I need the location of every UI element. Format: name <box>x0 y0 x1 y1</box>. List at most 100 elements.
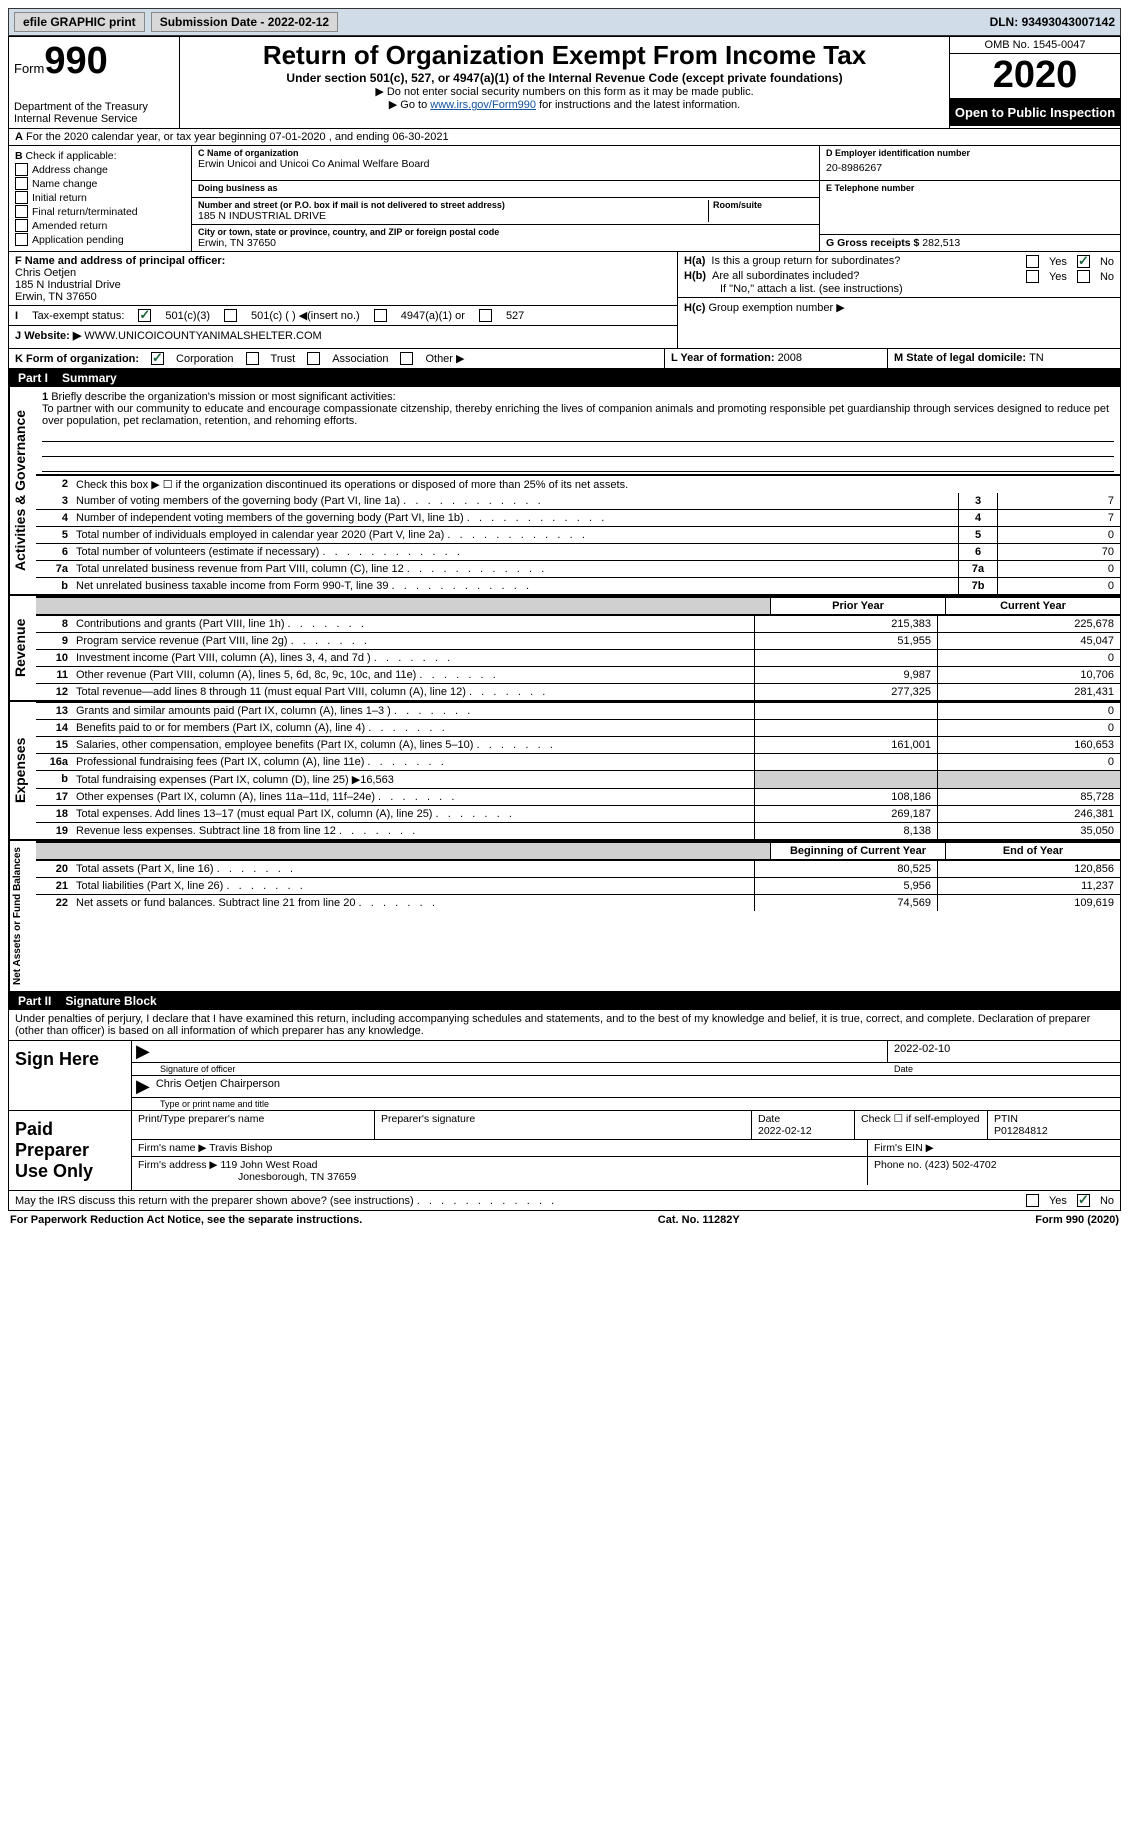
chk-527[interactable] <box>479 309 492 322</box>
section-fhi: F Name and address of principal officer:… <box>8 252 1121 349</box>
chk-ha-no[interactable] <box>1077 255 1090 268</box>
lbl-name-change: Name change <box>32 178 97 190</box>
row-text: Number of independent voting members of … <box>72 510 958 526</box>
ein-value: 20-8986267 <box>826 158 1114 178</box>
chk-address-change[interactable] <box>15 163 28 176</box>
chk-501c3[interactable] <box>138 309 151 322</box>
lbl-yes3: Yes <box>1049 1195 1067 1207</box>
chk-corporation[interactable] <box>151 352 164 365</box>
h-note: If "No," attach a list. (see instruction… <box>684 283 1114 295</box>
fin-row: 15 Salaries, other compensation, employe… <box>36 736 1120 753</box>
typed-label: Type or print name and title <box>132 1098 1120 1110</box>
tel-label: E Telephone number <box>826 183 1114 193</box>
chk-hb-no[interactable] <box>1077 270 1090 283</box>
fin-text: Salaries, other compensation, employee b… <box>72 737 754 753</box>
tax-year: 2020 <box>950 54 1120 99</box>
firm-name-label: Firm's name ▶ <box>138 1142 206 1154</box>
fin-prior: 108,186 <box>754 789 937 805</box>
fin-current: 45,047 <box>937 633 1120 649</box>
fin-text: Benefits paid to or for members (Part IX… <box>72 720 754 736</box>
lbl-527: 527 <box>506 310 524 322</box>
lbl-no: No <box>1100 256 1114 268</box>
col-prior-year: Prior Year <box>770 598 945 614</box>
org-name-label: C Name of organization <box>198 148 813 158</box>
gross-value: 282,513 <box>922 237 960 249</box>
row-box: 5 <box>958 527 997 543</box>
submission-date: 2022-02-12 <box>268 15 329 29</box>
part2-tag: Part II <box>18 994 51 1008</box>
form-number: 990 <box>44 40 107 82</box>
sign-here-label: Sign Here <box>9 1041 132 1110</box>
fin-current: 120,856 <box>937 861 1120 877</box>
row-value: 7 <box>997 510 1120 526</box>
chk-irs-no[interactable] <box>1077 1194 1090 1207</box>
row-box: 3 <box>958 493 997 509</box>
prep-date: 2022-02-12 <box>758 1125 848 1137</box>
tax-year-text: For the 2020 calendar year, or tax year … <box>26 131 449 143</box>
submission-button[interactable]: Submission Date - 2022-02-12 <box>151 12 338 32</box>
row-box: 6 <box>958 544 997 560</box>
form990-link[interactable]: www.irs.gov/Form990 <box>430 99 536 111</box>
chk-irs-yes[interactable] <box>1026 1194 1039 1207</box>
caret-icon-2: ▶ <box>132 1076 154 1097</box>
goto-pre: Go to <box>400 99 430 111</box>
chk-4947[interactable] <box>374 309 387 322</box>
hb-text: Are all subordinates included? <box>712 270 1020 283</box>
fin-prior <box>754 703 937 719</box>
chk-application-pending[interactable] <box>15 233 28 246</box>
fin-num: 20 <box>36 861 72 877</box>
lbl-501c: 501(c) ( ) ◀(insert no.) <box>251 309 360 322</box>
chk-501c[interactable] <box>224 309 237 322</box>
lbl-501c3: 501(c)(3) <box>165 310 210 322</box>
row-text: Total number of individuals employed in … <box>72 527 958 543</box>
form-header: Form990 Department of the Treasury Inter… <box>8 36 1121 129</box>
l-value: 2008 <box>778 352 802 364</box>
fin-num: 14 <box>36 720 72 736</box>
fin-prior <box>754 754 937 770</box>
row-text: Total unrelated business revenue from Pa… <box>72 561 958 577</box>
form-subtitle: Under section 501(c), 527, or 4947(a)(1)… <box>188 71 941 85</box>
dept-line-2: Internal Revenue Service <box>14 113 174 125</box>
gross-label: G Gross receipts $ <box>826 237 922 249</box>
lbl-yes: Yes <box>1049 256 1067 268</box>
chk-other[interactable] <box>400 352 413 365</box>
lbl-other: Other ▶ <box>425 352 464 365</box>
notice-goto: Go to www.irs.gov/Form990 for instructio… <box>188 98 941 111</box>
col-end-year: End of Year <box>945 843 1120 859</box>
chk-initial-return[interactable] <box>15 191 28 204</box>
dba-label: Doing business as <box>198 183 813 193</box>
chk-ha-yes[interactable] <box>1026 255 1039 268</box>
fin-row: 21 Total liabilities (Part X, line 26) 5… <box>36 877 1120 894</box>
city-label: City or town, state or province, country… <box>198 227 813 237</box>
row-value: 0 <box>997 578 1120 594</box>
notice-ssn: Do not enter social security numbers on … <box>188 85 941 98</box>
chk-final-return[interactable] <box>15 205 28 218</box>
chk-hb-yes[interactable] <box>1026 270 1039 283</box>
sig-officer-label: Signature of officer <box>132 1063 888 1075</box>
fin-text: Total liabilities (Part X, line 26) <box>72 878 754 894</box>
website-value: WWW.UNICOICOUNTYANIMALSHELTER.COM <box>84 330 321 342</box>
fin-head-spacer <box>36 598 770 614</box>
website-label: Website: ▶ <box>24 330 81 342</box>
chk-name-change[interactable] <box>15 177 28 190</box>
efile-button[interactable]: efile GRAPHIC print <box>14 12 145 32</box>
q2-text: Check this box ▶ ☐ if the organization d… <box>72 476 1120 493</box>
may-irs-text: May the IRS discuss this return with the… <box>15 1195 1026 1207</box>
chk-trust[interactable] <box>246 352 259 365</box>
phone-value: (423) 502-4702 <box>925 1159 997 1171</box>
fin-prior: 74,569 <box>754 895 937 911</box>
lbl-trust: Trust <box>271 353 296 365</box>
date-label: Date <box>888 1063 1120 1075</box>
fin-current <box>937 771 1120 788</box>
fgi-right-col: H(a) Is this a group return for subordin… <box>678 252 1120 348</box>
chk-association[interactable] <box>307 352 320 365</box>
chk-amended-return[interactable] <box>15 219 28 232</box>
prep-sig-label: Preparer's signature <box>375 1111 752 1139</box>
row-box: 4 <box>958 510 997 526</box>
part2-title: Signature Block <box>65 994 156 1008</box>
fin-text: Other expenses (Part IX, column (A), lin… <box>72 789 754 805</box>
prep-name-label: Print/Type preparer's name <box>138 1113 368 1125</box>
caret-icon: ▶ <box>132 1041 154 1062</box>
row-text: Total number of volunteers (estimate if … <box>72 544 958 560</box>
footer-left: For Paperwork Reduction Act Notice, see … <box>10 1214 362 1226</box>
